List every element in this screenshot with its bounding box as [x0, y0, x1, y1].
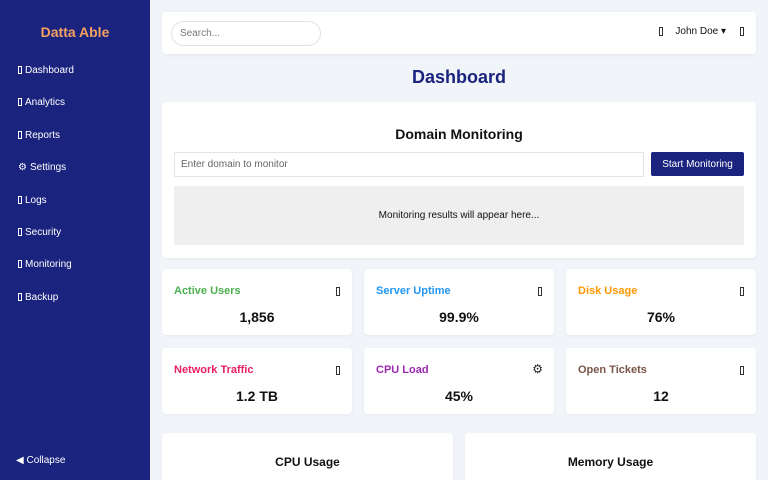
gear-icon: ⚙ [532, 362, 543, 376]
user-menu[interactable]: John Doe ▾ [675, 26, 726, 37]
gear-icon: ⚙ [18, 162, 27, 174]
stat-value: 12 [653, 388, 669, 404]
settings-icon[interactable] [740, 27, 744, 36]
stat-value: 99.9% [439, 309, 479, 325]
chart-title: CPU Usage [275, 455, 340, 469]
stat-card-active-users: Active Users 1,856 [162, 269, 352, 335]
backup-icon [18, 292, 22, 301]
ticket-icon [740, 366, 744, 375]
monitoring-results-text: Monitoring results will appear here... [378, 210, 540, 221]
sidebar-item-label: Settings [30, 162, 67, 174]
stat-label: Active Users [174, 285, 241, 297]
sidebar-item-label: Dashboard [25, 65, 74, 76]
memory-usage-chart-card: Memory Usage [465, 433, 756, 480]
sidebar-item-label: Logs [25, 194, 47, 206]
chart-title: Memory Usage [567, 455, 654, 469]
monitoring-icon [18, 260, 22, 269]
domain-monitoring-title: Domain Monitoring [395, 126, 523, 142]
logs-icon [18, 195, 22, 204]
sidebar-item-reports[interactable]: Reports [18, 127, 74, 159]
page-title: Dashboard [411, 67, 507, 87]
server-icon [538, 287, 542, 296]
brand-logo: Datta Able [40, 24, 110, 40]
sidebar-item-monitoring[interactable]: Monitoring [18, 256, 74, 288]
sidebar-item-analytics[interactable]: Analytics [18, 94, 74, 126]
sidebar-item-label: Monitoring [25, 259, 72, 271]
stat-label: Network Traffic [174, 364, 254, 376]
sidebar-nav: Dashboard Analytics Reports ⚙ Settings L… [18, 62, 74, 321]
stat-label: Open Tickets [578, 364, 647, 376]
monitoring-results: Monitoring results will appear here... [174, 186, 744, 245]
stat-card-cpu-load: CPU Load ⚙ 45% [364, 348, 554, 414]
stat-label: Disk Usage [578, 285, 638, 297]
domain-input[interactable] [174, 152, 644, 177]
network-icon [336, 366, 340, 375]
sidebar-item-label: Backup [25, 291, 59, 303]
sidebar-item-dashboard[interactable]: Dashboard [18, 62, 74, 94]
analytics-icon [18, 98, 22, 107]
dashboard-icon [18, 66, 22, 74]
stat-value: 45% [444, 388, 474, 404]
disk-icon [740, 287, 744, 296]
stat-card-server-uptime: Server Uptime 99.9% [364, 269, 554, 335]
collapse-button[interactable]: ◀ Collapse [16, 455, 66, 466]
security-icon [18, 227, 22, 236]
stat-value: 1,856 [239, 309, 275, 325]
topbar-actions: John Doe ▾ [659, 26, 744, 37]
sidebar-item-logs[interactable]: Logs [18, 192, 74, 224]
sidebar-item-label: Analytics [25, 97, 66, 109]
sidebar-item-label: Reports [25, 129, 61, 141]
domain-monitoring-card: Domain Monitoring Start Monitoring Monit… [162, 102, 756, 258]
stat-value: 76% [646, 309, 676, 325]
topbar: John Doe ▾ [162, 12, 756, 54]
users-icon [336, 287, 340, 296]
reports-icon [18, 130, 22, 139]
start-monitoring-button[interactable]: Start Monitoring [651, 152, 744, 176]
search-input[interactable] [171, 21, 321, 46]
sidebar-item-label: Security [25, 226, 62, 238]
stat-value: 1.2 TB [235, 388, 278, 404]
notification-icon[interactable] [659, 27, 664, 36]
sidebar-item-security[interactable]: Security [18, 224, 74, 256]
stat-label: Server Uptime [376, 285, 451, 297]
stat-label: CPU Load [376, 364, 429, 376]
stat-card-disk-usage: Disk Usage 76% [566, 269, 756, 335]
stat-card-open-tickets: Open Tickets 12 [566, 348, 756, 414]
cpu-usage-chart-card: CPU Usage [162, 433, 453, 480]
sidebar: Datta Able Dashboard Analytics Reports ⚙… [0, 0, 150, 480]
sidebar-item-backup[interactable]: Backup [18, 289, 74, 321]
sidebar-item-settings[interactable]: ⚙ Settings [18, 159, 74, 191]
stat-card-network-traffic: Network Traffic 1.2 TB [162, 348, 352, 414]
